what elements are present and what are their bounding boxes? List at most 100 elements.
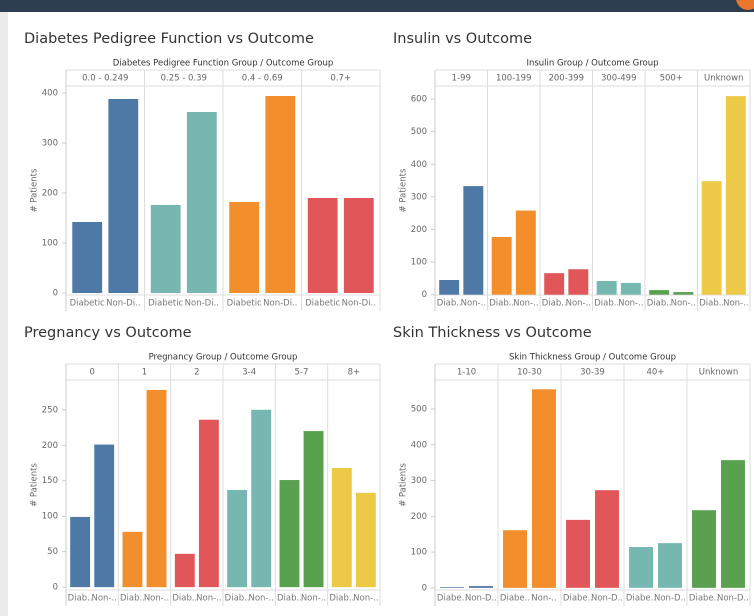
group-label: 0.4 - 0.69 [242, 74, 283, 84]
group-label: 0.25 - 0.39 [161, 74, 207, 84]
y-tick-label: 300 [411, 476, 427, 486]
group-label: 0.0 - 0.249 [82, 74, 128, 84]
x-tick-label: Non-.. [513, 299, 538, 309]
x-tick-label: Non-Di.. [263, 299, 297, 309]
x-tick-label: Non-Di.. [185, 299, 219, 309]
bar [491, 236, 512, 295]
y-tick-label: 0 [53, 583, 58, 593]
bar [440, 587, 464, 588]
bar [463, 186, 484, 295]
bar [146, 389, 167, 588]
y-tick-label: 0 [422, 290, 427, 300]
bar [595, 490, 619, 588]
bar [568, 269, 589, 295]
y-axis-label: # Patients [30, 168, 40, 212]
bar [186, 112, 217, 293]
bar [122, 531, 143, 588]
bar [251, 409, 272, 588]
bar [229, 202, 260, 293]
group-label: 0 [89, 368, 94, 378]
y-tick-label: 300 [42, 139, 58, 149]
y-tick-label: 100 [42, 512, 58, 522]
x-tick-label: Non-.. [248, 594, 273, 604]
x-tick-label: Non-.. [91, 594, 116, 604]
x-tick-label: Non-.. [461, 299, 486, 309]
x-tick-label: Diab.. [699, 299, 724, 309]
y-tick-label: 200 [411, 225, 427, 235]
group-label: 10-30 [517, 368, 542, 378]
bar [72, 222, 103, 293]
header: Skin Thickness Group / Outcome Group [509, 353, 676, 363]
bar [94, 444, 115, 588]
group-label: 1-99 [452, 74, 471, 84]
y-tick-label: 300 [411, 192, 427, 202]
bar [701, 181, 722, 295]
bar [331, 467, 352, 588]
x-tick-label: Diab.. [489, 299, 514, 309]
bar [227, 489, 248, 588]
bar [150, 205, 181, 293]
x-tick-label: Non-.. [144, 594, 169, 604]
x-tick-label: Non-.. [353, 594, 378, 604]
x-tick-label: Diabetic [305, 299, 340, 309]
x-tick-label: Diab.. [68, 594, 93, 604]
y-tick-label: 0 [53, 289, 58, 299]
group-label: 3-4 [242, 368, 256, 378]
x-tick-label: Non-.. [723, 299, 748, 309]
group-label: 200-399 [548, 74, 584, 84]
chart-title: Diabetes Pedigree Function vs Outcome [24, 31, 314, 47]
x-tick-label: Non-D.. [717, 594, 749, 604]
chart-title: Insulin vs Outcome [393, 31, 532, 47]
bar [355, 492, 376, 588]
y-tick-label: 200 [411, 512, 427, 522]
bar [343, 198, 374, 293]
group-label: 40+ [647, 368, 665, 378]
bar [725, 96, 746, 295]
y-tick-label: 150 [42, 476, 58, 486]
group-label: 300-499 [601, 74, 637, 84]
x-tick-label: Diabe.. [563, 594, 593, 604]
bar [544, 273, 565, 295]
y-tick-label: 500 [411, 127, 427, 137]
x-tick-label: Diab.. [594, 299, 619, 309]
top-bar [0, 0, 754, 12]
x-tick-label: Diab.. [542, 299, 567, 309]
y-tick-label: 400 [411, 440, 427, 450]
header: Pregnancy Group / Outcome Group [149, 353, 298, 363]
x-tick-label: Diabe.. [437, 594, 467, 604]
group-label: 30-39 [580, 368, 605, 378]
bar [673, 292, 694, 295]
group-label: 8+ [348, 368, 361, 378]
x-tick-label: Non-.. [671, 299, 696, 309]
bar [108, 99, 139, 293]
left-border [0, 12, 8, 616]
group-label: 1-10 [457, 368, 476, 378]
header: Insulin Group / Outcome Group [526, 59, 658, 69]
group-label: 100-199 [496, 74, 532, 84]
bar [721, 460, 745, 588]
x-tick-label: Non-.. [531, 594, 556, 604]
y-axis-label: # Patients [30, 463, 40, 507]
bar [307, 198, 338, 293]
y-tick-label: 500 [411, 404, 427, 414]
bar [596, 280, 617, 295]
chart-title: Skin Thickness vs Outcome [393, 325, 592, 341]
y-tick-label: 0 [422, 583, 427, 593]
bar [658, 543, 682, 588]
x-tick-label: Diab.. [225, 594, 250, 604]
x-tick-label: Non-D.. [465, 594, 497, 604]
bar [279, 480, 300, 588]
y-axis-label: # Patients [399, 463, 409, 507]
y-tick-label: 250 [42, 405, 58, 415]
corner-badge [736, 0, 754, 10]
bar [439, 280, 460, 295]
bar [198, 419, 219, 588]
x-tick-label: Non-.. [196, 594, 221, 604]
bar [303, 431, 324, 588]
y-tick-label: 200 [42, 441, 58, 451]
y-tick-label: 600 [411, 95, 427, 105]
group-label: 500+ [660, 74, 683, 84]
y-tick-label: 400 [42, 89, 58, 99]
group-label: Unknown [704, 74, 743, 84]
